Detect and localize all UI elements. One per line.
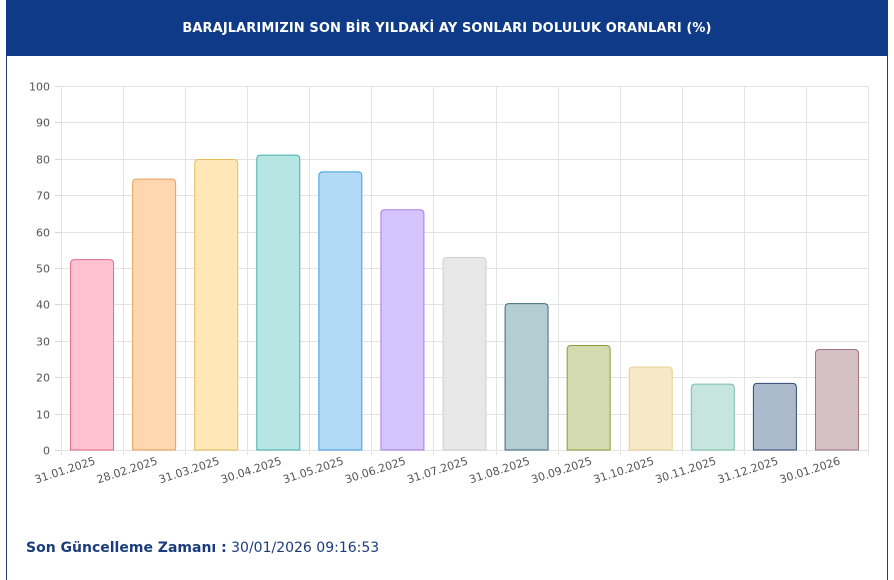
bar-31.01.2025 [70,259,115,451]
bar-31.12.2025 [752,382,797,451]
y-tick-label: 20 [36,372,50,385]
x-tick-label: 31.10.2025 [592,454,656,486]
last-update: Son Güncelleme Zamanı : 30/01/2026 09:16… [26,540,379,556]
bar-30.09.2025 [566,345,611,451]
x-tick-label: 31.12.2025 [716,454,780,486]
bar-31.10.2025 [628,366,673,451]
bar-31.07.2025 [442,256,487,451]
y-tick-label: 70 [36,190,50,203]
x-tick-label: 31.08.2025 [468,454,532,486]
chart-header: BARAJLARIMIZIN SON BİR YILDAKİ AY SONLAR… [6,0,888,56]
x-tick-label: 31.03.2025 [157,454,221,486]
y-tick-label: 90 [36,117,50,130]
y-tick-label: 10 [36,409,50,422]
bar-30.06.2025 [380,209,425,451]
x-tick-label: 30.06.2025 [343,454,407,486]
y-tick-label: 80 [36,154,50,167]
y-tick-label: 60 [36,227,50,240]
y-tick-label: 50 [36,263,50,276]
bar-30.11.2025 [690,383,735,451]
last-update-label: Son Güncelleme Zamanı : [26,540,227,556]
bar-31.08.2025 [504,303,549,451]
x-tick-label: 31.07.2025 [406,454,470,486]
bar-30.01.2026 [814,349,859,451]
bar-30.04.2025 [256,154,301,451]
x-tick-label: 30.09.2025 [530,454,594,486]
x-tick-label: 30.11.2025 [654,454,718,486]
x-tick-label: 30.01.2026 [778,454,842,486]
y-tick-label: 100 [29,81,50,94]
y-tick-label: 40 [36,299,50,312]
x-tick-label: 28.02.2025 [95,454,159,486]
x-tick-label: 30.04.2025 [219,454,283,486]
chart-title: BARAJLARIMIZIN SON BİR YILDAKİ AY SONLAR… [182,20,712,36]
bar-28.02.2025 [132,178,177,451]
y-tick-label: 0 [43,445,50,458]
x-tick-label: 31.05.2025 [281,454,345,486]
y-tick-label: 30 [36,336,50,349]
last-update-value: 30/01/2026 09:16:53 [231,540,380,556]
bar-31.03.2025 [194,159,239,451]
bar-31.05.2025 [318,171,363,451]
x-tick-label: 31.01.2025 [33,454,97,486]
